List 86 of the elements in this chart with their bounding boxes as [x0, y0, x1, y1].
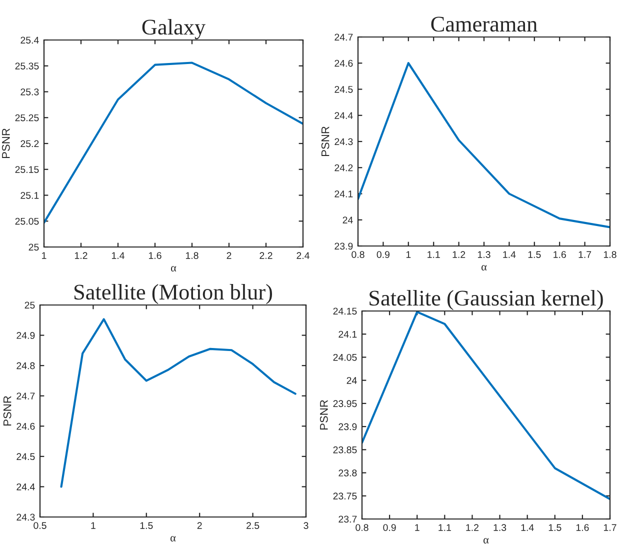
- y-tick-label: 23.8: [338, 470, 357, 476]
- y-tick-label: 25.25: [15, 114, 39, 122]
- x-tick-label: 1: [91, 522, 96, 529]
- y-axis-title: PSNR: [321, 126, 330, 156]
- x-tick-label: 1.7: [604, 524, 616, 531]
- y-tick-label: 25.4: [20, 36, 39, 44]
- y-tick-label: 25.3: [20, 88, 39, 96]
- x-tick-label: 1.4: [112, 252, 124, 259]
- y-tick-label: 24: [346, 377, 357, 384]
- chart-title: Satellite (Gaussian kernel): [370, 290, 603, 310]
- x-tick-label: 1.3: [494, 524, 506, 531]
- y-tick-label: 24.05: [333, 354, 357, 361]
- x-tick-label: 1.3: [478, 251, 490, 258]
- x-tick-label: 2.2: [260, 252, 272, 259]
- line-series: [358, 62, 610, 228]
- y-tick-label: 23.95: [333, 400, 357, 408]
- chart-title: Cameraman: [431, 16, 538, 32]
- y-tick-label: 24.3: [16, 514, 35, 521]
- y-tick-label: 24: [342, 216, 353, 224]
- x-tick-label: 0.9: [376, 251, 390, 258]
- x-tick-label: 1: [415, 524, 420, 531]
- chart-title: Galaxy: [142, 19, 206, 40]
- y-tick-label: 23.9: [334, 242, 353, 250]
- line-series: [44, 62, 303, 224]
- x-tick-label: 0.9: [383, 524, 396, 531]
- x-tick-label: 1.5: [140, 522, 153, 529]
- x-tick-label: 1.2: [452, 251, 466, 258]
- y-tick-label: 23.7: [338, 516, 357, 523]
- y-tick-label: 24.8: [16, 362, 35, 370]
- x-tick-label: 1: [42, 252, 46, 259]
- x-tick-label: 1.2: [466, 524, 478, 531]
- x-tick-label: 0.5: [34, 522, 46, 529]
- x-axis-title: α: [482, 265, 487, 271]
- y-axis-title: PSNR: [320, 400, 328, 430]
- y-tick-label: 25: [24, 302, 35, 309]
- y-tick-label: 24.9: [16, 332, 35, 339]
- y-tick-label: 25.35: [15, 62, 39, 70]
- y-tick-label: 24.3: [334, 138, 353, 146]
- y-axis-title: PSNR: [3, 396, 12, 426]
- y-tick-label: 24.4: [16, 483, 35, 490]
- x-axis-title: α: [171, 266, 176, 272]
- y-tick-label: 24.6: [16, 422, 35, 430]
- x-axis-title: α: [484, 538, 489, 544]
- x-tick-label: 2.4: [296, 252, 310, 259]
- x-tick-label: 0.8: [356, 524, 368, 531]
- y-tick-label: 24.7: [334, 34, 353, 41]
- y-tick-label: 23.9: [338, 423, 357, 430]
- x-tick-label: 1.5: [548, 524, 562, 531]
- x-tick-label: 1.1: [438, 524, 451, 531]
- x-tick-label: 1.4: [521, 524, 534, 531]
- x-tick-label: 3: [304, 522, 308, 529]
- x-tick-label: 1.6: [576, 524, 589, 531]
- y-tick-label: 24.6: [334, 60, 353, 67]
- y-tick-label: 24.1: [334, 190, 353, 198]
- x-tick-label: 1.1: [428, 251, 440, 258]
- y-tick-label: 23.85: [333, 446, 357, 454]
- x-tick-label: 1.8: [186, 252, 198, 259]
- y-tick-label: 24.1: [338, 330, 357, 338]
- x-tick-label: 1.8: [604, 251, 616, 258]
- x-tick-label: 0.8: [352, 251, 364, 258]
- y-tick-label: 24.5: [16, 453, 35, 460]
- y-tick-label: 25.2: [20, 140, 39, 148]
- y-tick-label: 24.5: [334, 86, 353, 93]
- y-tick-label: 24.15: [333, 308, 357, 315]
- x-tick-label: 2.5: [246, 522, 260, 529]
- chart-title: Satellite (Motion blur): [74, 284, 272, 304]
- y-tick-label: 25: [28, 244, 39, 251]
- y-tick-label: 23.75: [333, 492, 357, 500]
- y-tick-label: 24.2: [334, 164, 353, 172]
- y-tick-label: 25.05: [15, 218, 39, 225]
- x-tick-label: 2: [197, 522, 202, 529]
- line-series: [60, 318, 296, 488]
- x-tick-label: 1: [406, 251, 411, 258]
- y-tick-label: 25.15: [15, 166, 39, 173]
- y-tick-label: 24.7: [16, 392, 35, 400]
- y-tick-label: 25.1: [20, 192, 39, 199]
- x-axis-title: α: [170, 536, 176, 542]
- y-tick-label: 24.4: [334, 112, 353, 119]
- x-tick-label: 2: [226, 252, 232, 259]
- x-tick-label: 1.5: [528, 251, 541, 258]
- x-tick-label: 1.4: [503, 251, 516, 258]
- x-tick-label: 1.7: [578, 251, 592, 258]
- x-tick-label: 1.2: [74, 252, 88, 259]
- x-tick-label: 1.6: [554, 251, 566, 258]
- y-axis-title: PSNR: [2, 128, 10, 158]
- x-tick-label: 1.6: [148, 252, 162, 259]
